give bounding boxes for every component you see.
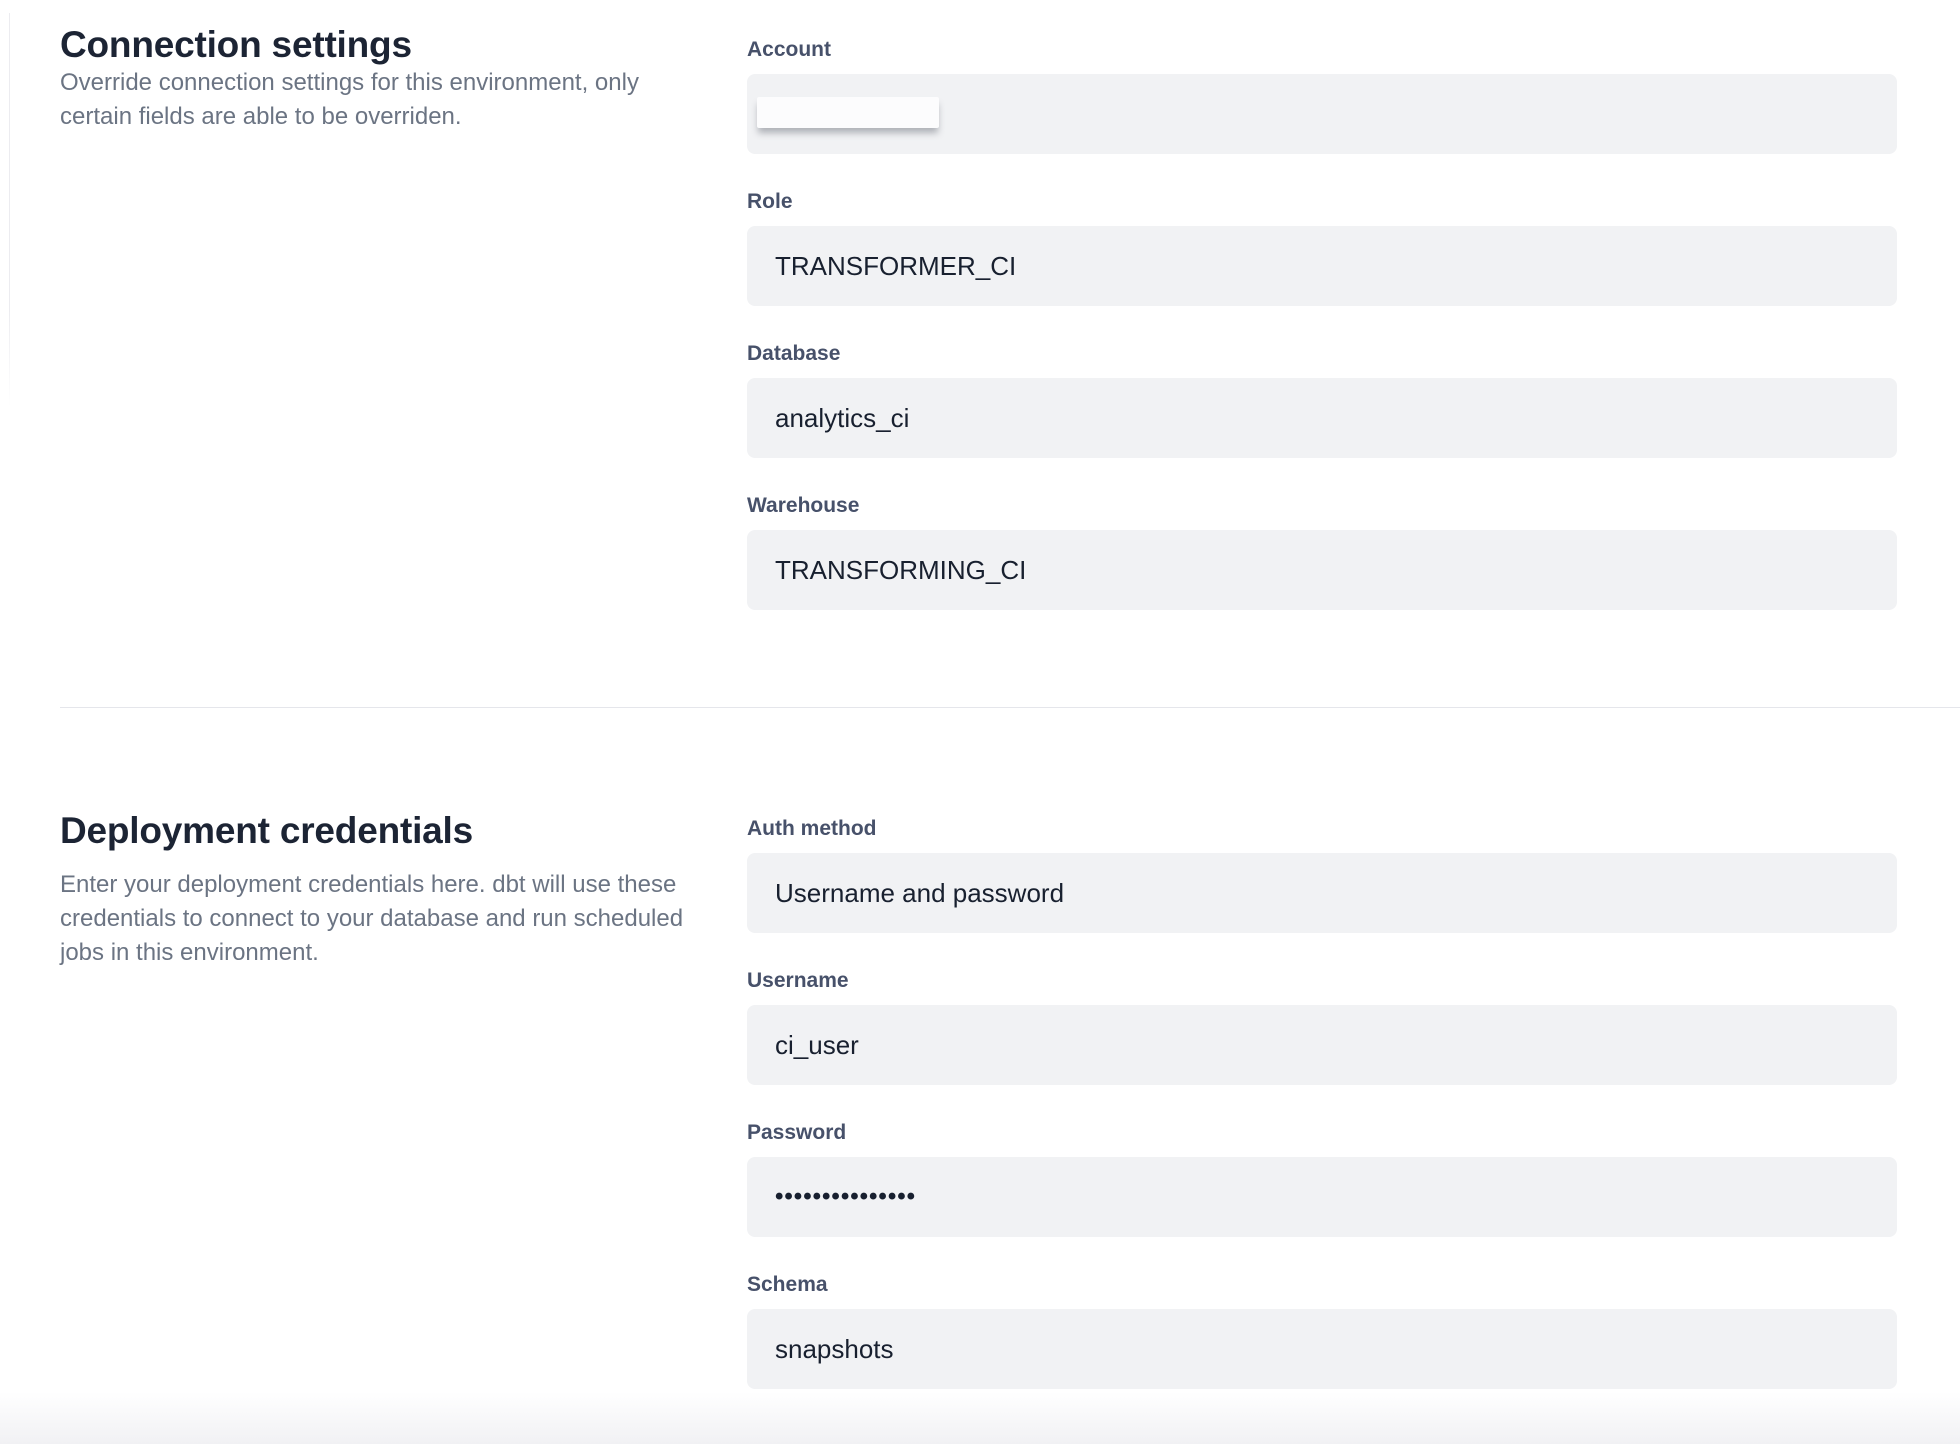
role-field-group: Role TRANSFORMER_CI (747, 188, 1897, 306)
password-field[interactable]: ••••••••••••••• (747, 1157, 1897, 1237)
password-field-group: Password ••••••••••••••• (747, 1119, 1897, 1237)
connection-settings-fields: Account Role TRANSFORMER_CI Database ana… (747, 36, 1897, 644)
database-field-group: Database analytics_ci (747, 340, 1897, 458)
username-label: Username (747, 969, 849, 992)
username-field-group: Username ci_user (747, 967, 1897, 1085)
auth-method-field-group: Auth method Username and password (747, 815, 1897, 933)
schema-field-group: Schema snapshots (747, 1271, 1897, 1389)
username-value: ci_user (775, 1029, 859, 1060)
auth-method-label: Auth method (747, 817, 877, 840)
role-value: TRANSFORMER_CI (775, 250, 1017, 281)
database-value: analytics_ci (775, 402, 910, 433)
account-label: Account (747, 38, 831, 61)
username-field[interactable]: ci_user (747, 1005, 1897, 1085)
warehouse-label: Warehouse (747, 494, 860, 517)
schema-label: Schema (747, 1273, 828, 1296)
auth-method-value: Username and password (775, 877, 1065, 908)
redacted-value-overlay (757, 97, 939, 128)
section-divider (60, 707, 1960, 708)
warehouse-field-group: Warehouse TRANSFORMING_CI (747, 492, 1897, 610)
password-masked-value: ••••••••••••••• (775, 1183, 917, 1210)
schema-value: snapshots (775, 1333, 894, 1364)
connection-settings-title: Connection settings (60, 24, 412, 65)
panel-left-edge (9, 13, 10, 408)
account-field-group: Account (747, 36, 1897, 154)
deployment-credentials-description: Enter your deployment credentials here. … (60, 871, 684, 966)
database-field[interactable]: analytics_ci (747, 378, 1897, 458)
warehouse-field[interactable]: TRANSFORMING_CI (747, 530, 1897, 610)
deployment-credentials-fields: Auth method Username and password Userna… (747, 815, 1897, 1423)
connection-settings-description: Override connection settings for this en… (60, 69, 639, 130)
account-field[interactable] (747, 74, 1897, 154)
auth-method-field[interactable]: Username and password (747, 853, 1897, 933)
database-label: Database (747, 342, 841, 365)
role-field[interactable]: TRANSFORMER_CI (747, 226, 1897, 306)
password-label: Password (747, 1121, 847, 1144)
deployment-credentials-title: Deployment credentials (60, 810, 474, 851)
schema-field[interactable]: snapshots (747, 1309, 1897, 1389)
warehouse-value: TRANSFORMING_CI (775, 554, 1027, 585)
role-label: Role (747, 190, 793, 213)
